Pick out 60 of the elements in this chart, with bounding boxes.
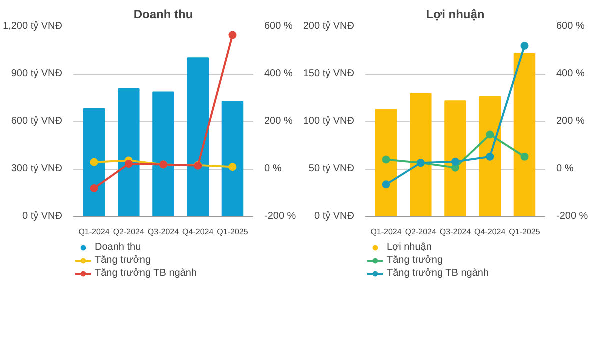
- y2-tick-label: 0 %: [264, 164, 282, 174]
- point: [124, 160, 133, 168]
- legend-label: Tăng trưởng TB ngành: [387, 267, 490, 279]
- y-tick-label: 150 tỷ VNĐ: [303, 68, 355, 80]
- legend-label: Tăng trưởng TB ngành: [95, 267, 198, 279]
- x-tick-label: Q1-2025: [509, 228, 541, 236]
- bar: [83, 108, 106, 216]
- y-tick-label: 900 tỷ VNĐ: [11, 68, 63, 80]
- bar: [187, 58, 209, 216]
- y-tick-label: 300 tỷ VNĐ: [11, 164, 63, 174]
- legend-label: Doanh thu: [95, 241, 142, 253]
- point: [486, 152, 494, 161]
- legend-label: Tăng trưởng: [95, 254, 152, 266]
- x-tick-label: Q1-2025: [217, 228, 249, 236]
- point: [382, 180, 390, 189]
- y2-tick-label: -200 %: [556, 211, 588, 222]
- bar: [222, 101, 244, 216]
- bar: [479, 96, 501, 216]
- chart-title: Lợi nhuận: [426, 8, 485, 22]
- y-tick-label: 600 tỷ VNĐ: [11, 116, 63, 127]
- x-tick-label: Q1-2024: [370, 228, 402, 236]
- x-tick-label: Q3-2024: [148, 228, 180, 236]
- x-tick-label: Q2-2024: [113, 228, 145, 236]
- point: [228, 31, 237, 40]
- bar: [444, 100, 466, 216]
- point: [90, 184, 98, 192]
- bar: [514, 54, 536, 216]
- y-tick-label: 1,200 tỷ VNĐ: [3, 21, 63, 32]
- x-tick-label: Q4-2024: [182, 228, 214, 236]
- x-tick-label: Q4-2024: [474, 228, 506, 236]
- y-tick-label: 0 tỷ VNĐ: [314, 211, 355, 222]
- y2-tick-label: 600 %: [556, 21, 585, 32]
- y2-tick-label: 400 %: [556, 68, 585, 80]
- y2-tick-label: -200 %: [264, 211, 296, 222]
- y-tick-label: 200 tỷ VNĐ: [303, 21, 355, 32]
- point: [520, 152, 529, 161]
- y2-tick-label: 0 %: [556, 164, 574, 174]
- x-tick-label: Q3-2024: [440, 228, 472, 236]
- point: [486, 130, 494, 139]
- y-tick-label: 100 tỷ VNĐ: [303, 116, 355, 127]
- legend-label: Lợi nhuận: [387, 241, 432, 253]
- point: [382, 156, 390, 164]
- point: [452, 158, 460, 166]
- legend-label: Tăng trưởng: [387, 254, 444, 266]
- point: [90, 158, 98, 166]
- bar: [152, 92, 174, 216]
- y2-tick-label: 400 %: [264, 68, 293, 80]
- point: [520, 42, 529, 50]
- bar: [375, 109, 398, 216]
- bar: [410, 93, 432, 216]
- y-tick-label: 0 tỷ VNĐ: [22, 211, 63, 222]
- y2-tick-label: 200 %: [556, 116, 585, 127]
- point: [228, 163, 237, 172]
- chart-title: Doanh thu: [134, 8, 194, 22]
- bar: [118, 88, 140, 216]
- y2-tick-label: 600 %: [264, 21, 293, 32]
- y2-tick-label: 200 %: [264, 116, 293, 127]
- y-tick-label: 50 tỷ VNĐ: [308, 164, 355, 174]
- x-tick-label: Q1-2024: [78, 228, 110, 236]
- x-tick-label: Q2-2024: [405, 228, 437, 236]
